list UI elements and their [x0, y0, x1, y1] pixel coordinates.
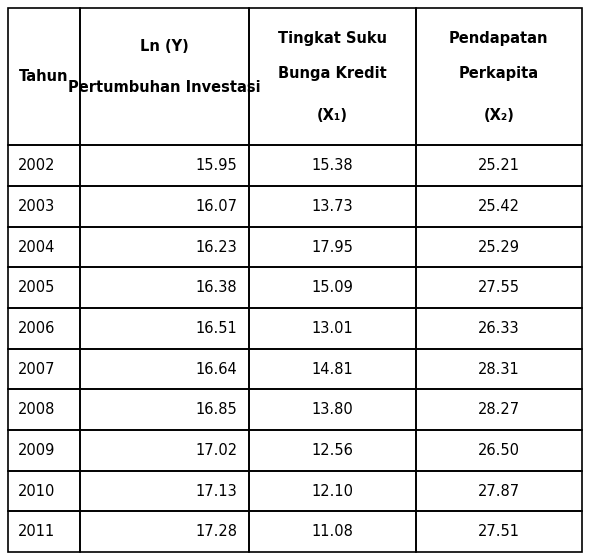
Text: 27.51: 27.51	[478, 524, 520, 539]
Bar	[8, 349, 80, 389]
Bar	[80, 430, 249, 471]
Bar	[249, 471, 415, 511]
Text: 2011: 2011	[18, 524, 55, 539]
Bar	[415, 349, 582, 389]
Bar	[415, 146, 582, 186]
Text: 28.31: 28.31	[478, 362, 520, 376]
Bar	[8, 471, 80, 511]
Bar	[8, 186, 80, 227]
Bar	[249, 268, 415, 308]
Text: 16.38: 16.38	[195, 280, 237, 295]
Text: 13.73: 13.73	[312, 199, 353, 214]
Text: (X₁): (X₁)	[317, 108, 348, 123]
Text: 15.38: 15.38	[312, 158, 353, 173]
Text: 12.56: 12.56	[312, 443, 353, 458]
Text: Perkapita: Perkapita	[458, 67, 539, 82]
Bar	[8, 511, 80, 552]
Text: 27.55: 27.55	[478, 280, 520, 295]
Text: 17.95: 17.95	[312, 240, 353, 255]
Bar	[249, 186, 415, 227]
Bar	[8, 308, 80, 349]
Bar	[415, 511, 582, 552]
Bar	[80, 227, 249, 268]
Bar	[8, 227, 80, 268]
Text: Tahun: Tahun	[19, 69, 68, 84]
Text: 17.02: 17.02	[195, 443, 237, 458]
Text: 12.10: 12.10	[312, 483, 353, 498]
Bar	[8, 389, 80, 430]
Text: 2003: 2003	[18, 199, 55, 214]
Text: 17.28: 17.28	[195, 524, 237, 539]
Text: 16.51: 16.51	[195, 321, 237, 336]
Bar	[249, 8, 415, 146]
Text: 16.85: 16.85	[195, 402, 237, 417]
Text: 25.42: 25.42	[478, 199, 520, 214]
Bar	[8, 430, 80, 471]
Text: Bunga Kredit: Bunga Kredit	[278, 67, 386, 82]
Bar	[80, 389, 249, 430]
Text: Pertumbuhan Investasi: Pertumbuhan Investasi	[68, 80, 261, 95]
Bar	[249, 308, 415, 349]
Bar	[8, 146, 80, 186]
Text: 2005: 2005	[18, 280, 55, 295]
Bar	[415, 308, 582, 349]
Bar	[249, 227, 415, 268]
Text: 15.09: 15.09	[312, 280, 353, 295]
Bar	[80, 146, 249, 186]
Bar	[8, 8, 80, 146]
Bar	[415, 186, 582, 227]
Bar	[249, 349, 415, 389]
Bar	[80, 308, 249, 349]
Text: 14.81: 14.81	[312, 362, 353, 376]
Bar	[415, 8, 582, 146]
Text: 2004: 2004	[18, 240, 55, 255]
Text: 25.29: 25.29	[478, 240, 520, 255]
Text: 2008: 2008	[18, 402, 55, 417]
Text: 2002: 2002	[18, 158, 55, 173]
Text: 25.21: 25.21	[478, 158, 520, 173]
Bar	[80, 511, 249, 552]
Bar	[415, 430, 582, 471]
Text: 16.64: 16.64	[195, 362, 237, 376]
Bar	[415, 471, 582, 511]
Bar	[80, 349, 249, 389]
Text: 2009: 2009	[18, 443, 55, 458]
Text: 13.01: 13.01	[312, 321, 353, 336]
Text: 28.27: 28.27	[478, 402, 520, 417]
Bar	[80, 471, 249, 511]
Bar	[80, 8, 249, 146]
Bar	[249, 511, 415, 552]
Bar	[415, 389, 582, 430]
Text: 15.95: 15.95	[195, 158, 237, 173]
Bar	[249, 146, 415, 186]
Text: (X₂): (X₂)	[483, 108, 514, 123]
Text: Ln (Y): Ln (Y)	[140, 39, 189, 54]
Bar	[249, 389, 415, 430]
Text: 16.07: 16.07	[195, 199, 237, 214]
Text: 26.50: 26.50	[478, 443, 520, 458]
Bar	[80, 268, 249, 308]
Bar	[415, 227, 582, 268]
Bar	[80, 186, 249, 227]
Text: 13.80: 13.80	[312, 402, 353, 417]
Text: 26.33: 26.33	[478, 321, 520, 336]
Bar	[249, 430, 415, 471]
Bar	[8, 268, 80, 308]
Text: 27.87: 27.87	[478, 483, 520, 498]
Text: 2006: 2006	[18, 321, 55, 336]
Text: 17.13: 17.13	[195, 483, 237, 498]
Text: 16.23: 16.23	[195, 240, 237, 255]
Bar	[415, 268, 582, 308]
Text: 11.08: 11.08	[312, 524, 353, 539]
Text: 2010: 2010	[18, 483, 55, 498]
Text: Tingkat Suku: Tingkat Suku	[278, 31, 387, 46]
Text: Pendapatan: Pendapatan	[449, 31, 549, 46]
Text: 2007: 2007	[18, 362, 55, 376]
